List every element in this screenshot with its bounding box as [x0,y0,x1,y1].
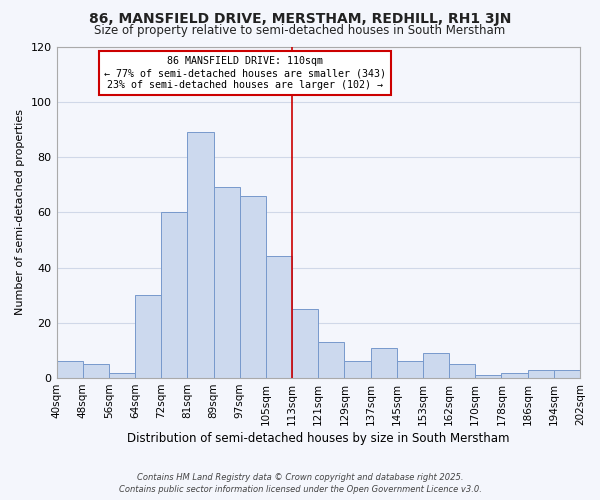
Text: Contains HM Land Registry data © Crown copyright and database right 2025.
Contai: Contains HM Land Registry data © Crown c… [119,472,481,494]
Bar [449,364,475,378]
Bar [554,370,580,378]
Bar [475,376,502,378]
Text: Size of property relative to semi-detached houses in South Merstham: Size of property relative to semi-detach… [94,24,506,37]
Bar [344,362,371,378]
Bar [371,348,397,378]
Bar [214,188,240,378]
Bar [266,256,292,378]
Bar [527,370,554,378]
Bar [423,353,449,378]
Bar [56,362,83,378]
Y-axis label: Number of semi-detached properties: Number of semi-detached properties [15,110,25,316]
Bar [318,342,344,378]
Text: 86 MANSFIELD DRIVE: 110sqm
← 77% of semi-detached houses are smaller (343)
23% o: 86 MANSFIELD DRIVE: 110sqm ← 77% of semi… [104,56,386,90]
Bar [502,372,527,378]
Bar [109,372,135,378]
Text: 86, MANSFIELD DRIVE, MERSTHAM, REDHILL, RH1 3JN: 86, MANSFIELD DRIVE, MERSTHAM, REDHILL, … [89,12,511,26]
Bar [240,196,266,378]
Bar [397,362,423,378]
Bar [135,295,161,378]
Bar [83,364,109,378]
Bar [187,132,214,378]
Bar [292,309,318,378]
X-axis label: Distribution of semi-detached houses by size in South Merstham: Distribution of semi-detached houses by … [127,432,509,445]
Bar [161,212,187,378]
